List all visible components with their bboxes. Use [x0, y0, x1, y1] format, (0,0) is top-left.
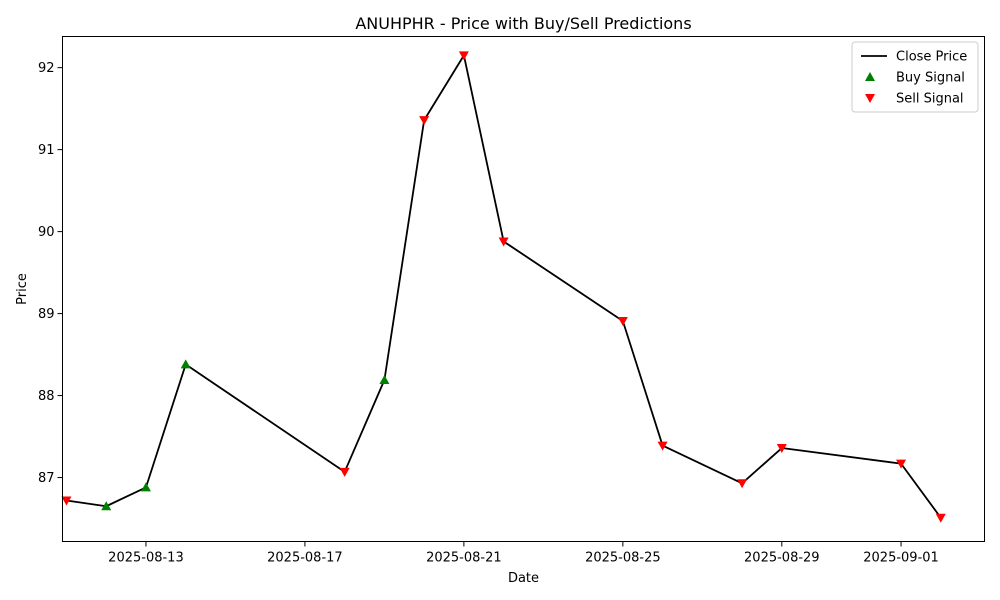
- sell-signal-marker: [737, 479, 748, 489]
- y-axis-label: Price: [15, 273, 30, 305]
- sell-signal-marker: [617, 316, 628, 326]
- x-tick-label: 2025-08-21: [426, 551, 502, 566]
- plot-area: [61, 51, 946, 523]
- legend-label-sell-signal: Sell Signal: [896, 92, 964, 107]
- sell-signal-marker: [776, 444, 787, 454]
- legend-box: [851, 41, 979, 113]
- x-tick-label: 2025-09-01: [863, 551, 939, 566]
- x-axis-label: Date: [508, 571, 539, 586]
- legend-label-close-price: Close Price: [896, 50, 967, 65]
- buy-signal-marker: [101, 501, 112, 511]
- sell-signal-marker: [61, 496, 72, 506]
- x-tick-label: 2025-08-17: [267, 551, 343, 566]
- sell-signal-marker: [458, 51, 469, 61]
- buy-signal-marker: [140, 482, 151, 492]
- buy-signal-marker: [379, 374, 390, 384]
- y-tick-label: 88: [38, 389, 55, 404]
- legend: Close Price Buy Signal Sell Signal: [851, 41, 979, 113]
- x-tick-label: 2025-08-25: [585, 551, 661, 566]
- legend-label-buy-signal: Buy Signal: [896, 71, 965, 86]
- axes-frame: [62, 36, 985, 542]
- y-tick-label: 87: [38, 471, 55, 486]
- y-axis: 87 88 89 90 91 92: [38, 61, 63, 486]
- sell-signal-marker: [896, 459, 907, 469]
- legend-buy-marker: [865, 72, 875, 81]
- sell-signal-marker: [498, 237, 509, 247]
- legend-sell-marker: [865, 94, 875, 103]
- x-axis: 2025-08-13 2025-08-17 2025-08-21 2025-08-25…: [108, 541, 939, 566]
- x-tick-label: 2025-08-29: [744, 551, 820, 566]
- chart-title: ANUHPHR - Price with Buy/Sell Prediction…: [355, 14, 691, 33]
- sell-signal-marker: [935, 513, 946, 523]
- y-tick-label: 91: [38, 143, 55, 158]
- y-tick-label: 89: [38, 307, 55, 322]
- sell-signal-marker: [419, 116, 430, 126]
- sell-signal-marker: [657, 441, 668, 451]
- x-tick-label: 2025-08-13: [108, 551, 184, 566]
- buy-signal-marker: [180, 359, 191, 369]
- y-tick-label: 92: [38, 61, 55, 76]
- y-tick-label: 90: [38, 225, 55, 240]
- sell-signal-marker: [339, 467, 350, 477]
